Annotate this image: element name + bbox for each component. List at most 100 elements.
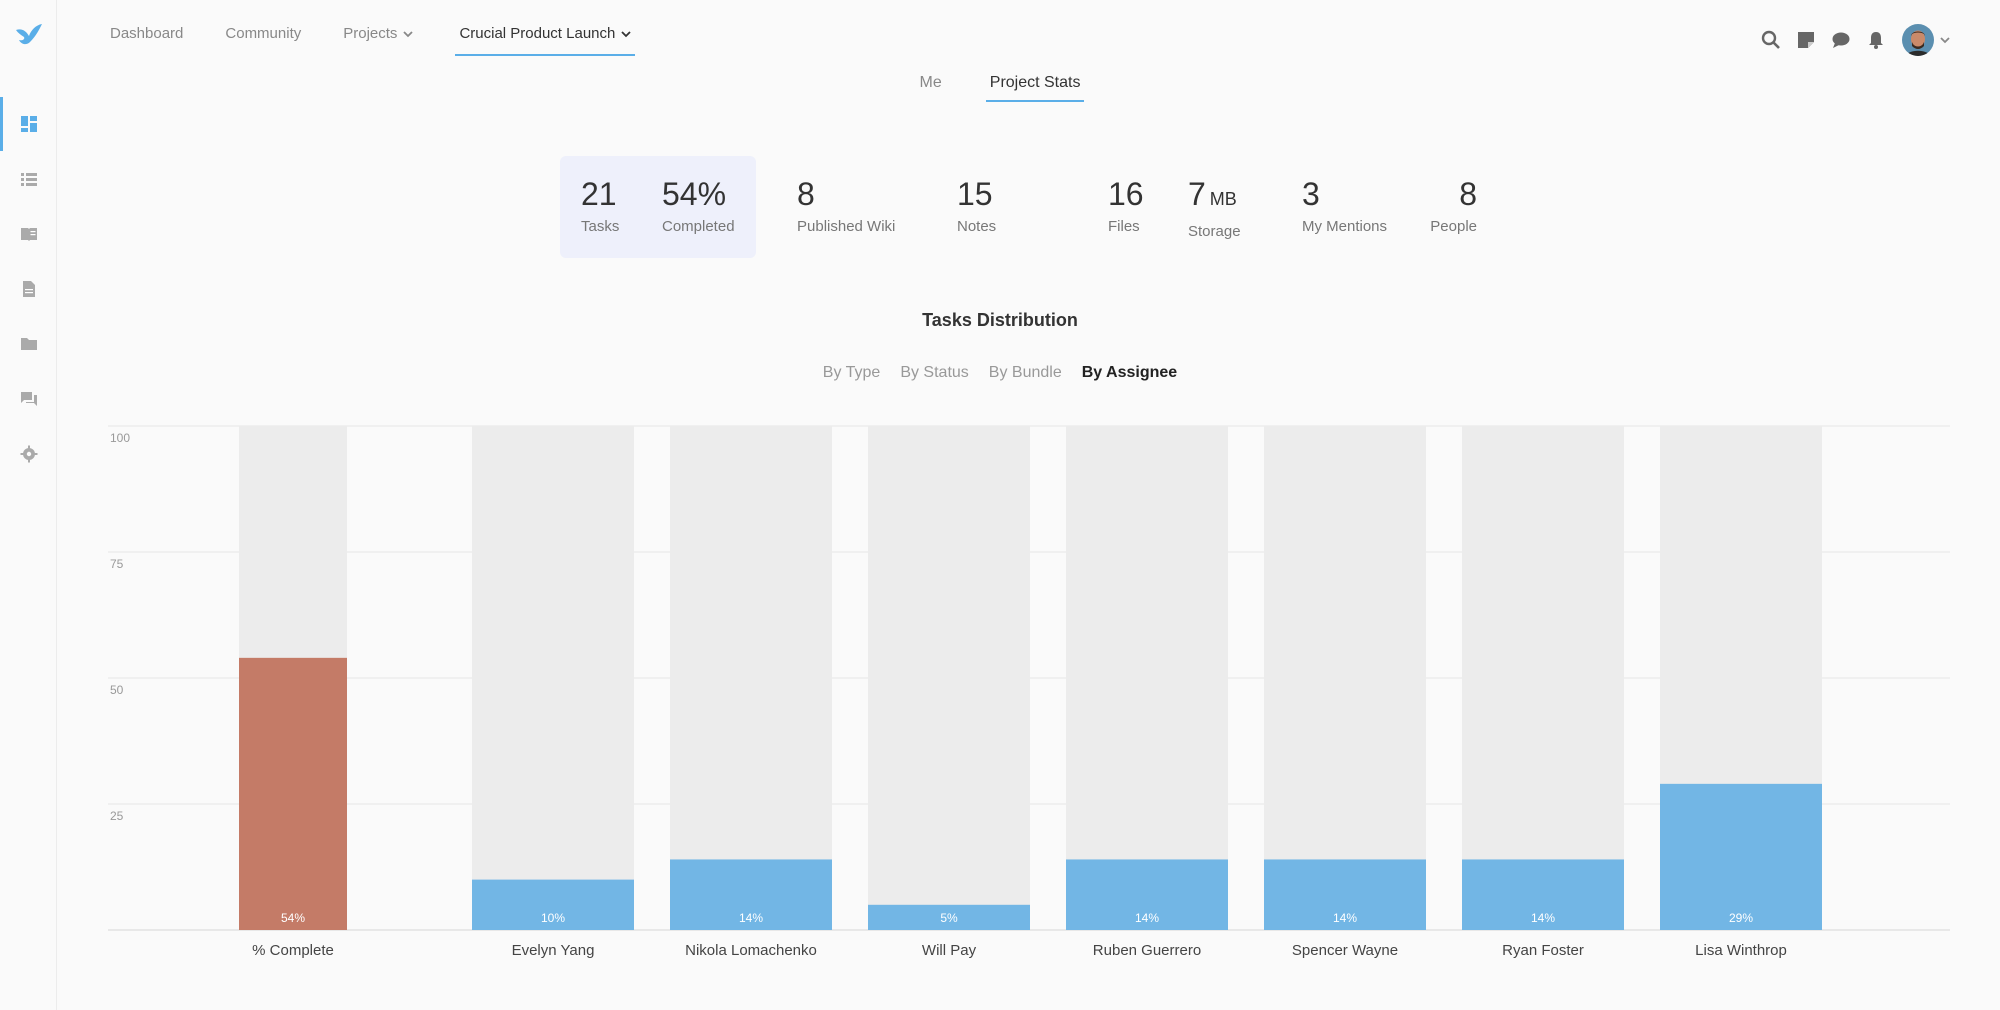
bar (670, 859, 832, 930)
tab-by-type[interactable]: By Type (822, 364, 881, 381)
nav-community-label: Community (225, 25, 302, 42)
search-icon (1761, 30, 1780, 49)
bar-data-label: 14% (739, 911, 763, 925)
category-label: Ruben Guerrero (1093, 942, 1201, 959)
stat-wiki-value: 8 (797, 176, 815, 212)
category-label: Lisa Winthrop (1695, 942, 1787, 959)
bar (1066, 859, 1228, 930)
bar (1462, 859, 1624, 930)
nav-crucial-product-launch[interactable]: Crucial Product Launch (455, 0, 636, 56)
bar-data-label: 10% (541, 911, 565, 925)
settings-icon (20, 445, 37, 463)
logo-icon[interactable] (14, 22, 44, 50)
bar-data-label: 5% (940, 911, 958, 925)
sidebar (0, 0, 57, 1010)
stat-completed[interactable]: 54% Completed (662, 176, 735, 235)
stat-files[interactable]: 16 Files (1108, 176, 1144, 235)
top-icons (1748, 24, 1950, 56)
tasks-distribution-chart: 25 50 75 100 54% % Complete 10% Evelyn Yang 14% N… (108, 424, 1950, 984)
category-label: Nikola Lomachenko (685, 942, 817, 959)
chart-svg: 25 50 75 100 54% % Complete 10% Evelyn Yang 14% N… (108, 425, 1950, 959)
bar-data-label: 14% (1531, 911, 1555, 925)
bar-data-label: 29% (1729, 911, 1753, 925)
nav-dashboard-label: Dashboard (110, 25, 184, 42)
stat-people[interactable]: 8 People (1430, 176, 1477, 235)
bell-icon (1869, 32, 1883, 49)
chat-bubble-icon (1832, 32, 1850, 48)
avatar-icon (1902, 24, 1934, 56)
y-tick-label: 25 (110, 809, 124, 823)
y-tick-label: 100 (110, 431, 130, 445)
sidebar-item-notes[interactable] (0, 262, 57, 316)
nav-dashboard[interactable]: Dashboard (110, 0, 183, 56)
tab-me[interactable]: Me (919, 74, 942, 91)
list-icon (20, 173, 37, 186)
category-label: Spencer Wayne (1292, 942, 1398, 959)
bar-data-label: 54% (281, 911, 305, 925)
tab-by-status[interactable]: By Status (900, 364, 969, 381)
stat-completed-label: Completed (662, 218, 735, 235)
y-tick-label: 75 (110, 557, 124, 571)
bar-track (868, 426, 1030, 930)
subtabs: Me Project Stats (0, 70, 2000, 102)
notifications-button[interactable] (1864, 28, 1888, 52)
bar-track (670, 426, 832, 930)
sidebar-item-dashboard[interactable] (0, 97, 57, 151)
bar (239, 657, 347, 930)
stat-mentions[interactable]: 3 My Mentions (1302, 176, 1387, 235)
wiki-icon (20, 228, 37, 241)
chevron-down-icon[interactable] (1940, 35, 1950, 45)
sidebar-item-files[interactable] (0, 317, 57, 371)
sidebar-item-settings[interactable] (0, 427, 57, 481)
nav-community[interactable]: Community (225, 0, 301, 56)
stat-files-value: 16 (1108, 176, 1144, 212)
stat-mentions-value: 3 (1302, 176, 1320, 212)
stat-wiki-label: Published Wiki (797, 218, 896, 235)
stat-storage-unit: MB (1209, 189, 1237, 209)
search-button[interactable] (1759, 28, 1783, 52)
stat-tasks[interactable]: 21 Tasks (581, 176, 619, 235)
notes-icon (22, 281, 35, 297)
chat-button[interactable] (1829, 28, 1853, 52)
chat-icon (20, 392, 37, 406)
distribution-tabs: By Type By Status By Bundle By Assignee (0, 364, 2000, 382)
sidebar-item-wiki[interactable] (0, 207, 57, 261)
stat-storage-value: 7 (1188, 176, 1206, 212)
tab-by-assignee[interactable]: By Assignee (1081, 364, 1178, 381)
stat-storage[interactable]: 7 MB Storage (1188, 176, 1241, 240)
category-label: Will Pay (922, 942, 977, 959)
tab-by-bundle[interactable]: By Bundle (988, 364, 1062, 381)
top-nav: Dashboard Community Projects Crucial Pro… (110, 0, 677, 56)
sticky-notes-button[interactable] (1794, 28, 1818, 52)
bar-track (472, 426, 634, 930)
stat-notes-value: 15 (957, 176, 993, 212)
bar (1264, 859, 1426, 930)
nav-project-label: Crucial Product Launch (459, 25, 616, 42)
stat-people-label: People (1430, 218, 1477, 235)
stat-notes-label: Notes (957, 218, 997, 235)
avatar[interactable] (1902, 24, 1934, 56)
bar-track (1264, 426, 1426, 930)
sidebar-item-discussions[interactable] (0, 372, 57, 426)
stat-people-value: 8 (1459, 176, 1477, 212)
stat-storage-label: Storage (1188, 223, 1241, 240)
sidebar-item-list[interactable] (0, 152, 57, 206)
tab-project-stats[interactable]: Project Stats (985, 70, 1085, 102)
bar-data-label: 14% (1333, 911, 1357, 925)
stat-files-label: Files (1108, 218, 1140, 235)
sticky-note-icon (1798, 32, 1814, 48)
stat-notes[interactable]: 15 Notes (957, 176, 996, 235)
nav-projects[interactable]: Projects (343, 0, 414, 56)
bar-track (1462, 426, 1624, 930)
chevron-down-icon (621, 31, 631, 38)
dashboard-icon (20, 116, 37, 132)
chevron-down-icon (403, 31, 414, 38)
stats-highlight (560, 156, 756, 258)
bar (472, 879, 634, 930)
stat-wiki[interactable]: 8 Published Wiki (797, 176, 895, 235)
stat-tasks-value: 21 (581, 176, 617, 212)
stat-tasks-label: Tasks (581, 218, 620, 235)
category-label: Evelyn Yang (512, 942, 595, 959)
bar (1660, 783, 1822, 930)
folder-icon (20, 338, 37, 350)
